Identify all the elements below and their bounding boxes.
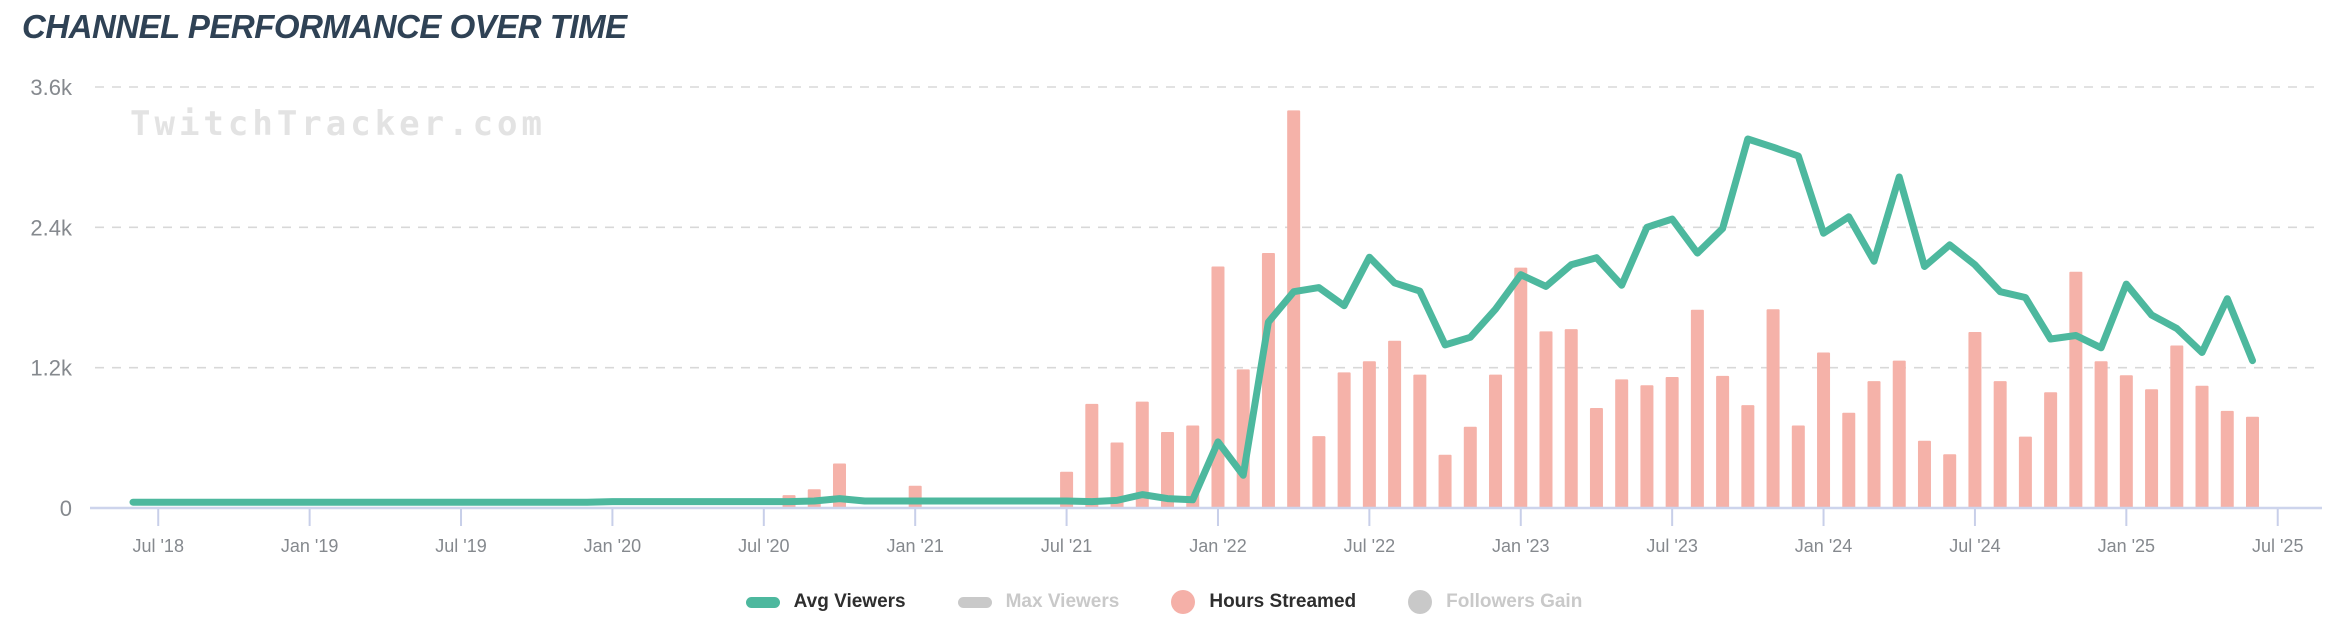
hours-streamed-bar (2245, 416, 2259, 508)
hours-streamed-bar (1287, 110, 1301, 508)
hours-streamed-bar (2145, 389, 2159, 508)
hours-streamed-bar (1388, 340, 1402, 508)
hours-streamed-bar (2119, 375, 2133, 508)
hours-streamed-marker-icon (1171, 590, 1196, 614)
x-axis-label: Jul '25 (2252, 536, 2303, 556)
x-axis-label: Jul '20 (738, 536, 789, 556)
hours-streamed-bar (1413, 374, 1427, 508)
hours-streamed-bar (1842, 412, 1856, 508)
hours-streamed-bar (1564, 329, 1578, 508)
y-axis-label: 2.4k (30, 215, 73, 240)
hours-streamed-bar (1438, 454, 1452, 508)
legend-item-hours-streamed[interactable]: Hours Streamed (1171, 590, 1356, 614)
hours-streamed-bar (1817, 352, 1831, 508)
hours-streamed-bar (1716, 375, 1730, 508)
hours-streamed-bar (1337, 372, 1351, 508)
hours-streamed-bar (1615, 379, 1629, 508)
legend-label: Hours Streamed (1209, 591, 1357, 612)
x-axis-label: Jul '24 (1949, 536, 2000, 556)
hours-streamed-bar (2044, 392, 2058, 508)
x-axis-label: Jul '21 (1041, 536, 1092, 556)
hours-streamed-bar (1110, 442, 1124, 508)
x-axis-label: Jan '19 (281, 536, 338, 556)
chart-legend: Avg Viewers Max Viewers Hours Streamed Foll… (0, 590, 2328, 614)
hours-streamed-bar (1261, 253, 1275, 508)
hours-streamed-bar (1514, 267, 1528, 508)
y-axis-label: 3.6k (30, 75, 73, 100)
avg-viewers-line (129, 135, 2256, 506)
hours-streamed-bar (1211, 266, 1225, 508)
x-axis-label: Jul '19 (435, 536, 486, 556)
hours-streamed-bar (1867, 381, 1881, 508)
hours-streamed-bar (2018, 436, 2032, 508)
hours-streamed-bar (1161, 431, 1175, 508)
x-axis-label: Jul '22 (1344, 536, 1395, 556)
x-axis-label: Jul '23 (1646, 536, 1697, 556)
hours-streamed-bar (1791, 425, 1805, 508)
hours-streamed-bar (1489, 374, 1503, 508)
hours-streamed-bar (908, 485, 922, 508)
page-title: CHANNEL PERFORMANCE OVER TIME (22, 8, 627, 45)
hours-streamed-bar (1312, 436, 1326, 508)
hours-streamed-bar (1892, 360, 1906, 508)
hours-streamed-bar (1741, 405, 1755, 508)
max-viewers-marker-icon (957, 596, 992, 608)
followers-gain-marker-icon (1408, 590, 1433, 614)
x-axis-label: Jul '18 (132, 536, 183, 556)
hours-streamed-bar (2170, 345, 2184, 508)
x-axis-label: Jan '23 (1492, 536, 1549, 556)
hours-streamed-bar (2220, 410, 2234, 508)
hours-streamed-bar (1085, 403, 1099, 508)
hours-streamed-bar (1463, 426, 1477, 508)
legend-label: Avg Viewers (793, 591, 906, 612)
x-axis-label: Jan '25 (2098, 536, 2155, 556)
legend-item-avg-viewers[interactable]: Avg Viewers (745, 591, 906, 613)
legend-label: Followers Gain (1446, 591, 1583, 612)
x-axis-label: Jan '20 (584, 536, 641, 556)
legend-item-max-viewers[interactable]: Max Viewers (957, 591, 1120, 613)
hours-streamed-bar (1968, 331, 1982, 508)
hours-streamed-bar (1135, 401, 1149, 508)
y-axis-label: 1.2k (30, 356, 73, 381)
hours-streamed-bar (1943, 454, 1957, 508)
legend-item-followers-gain[interactable]: Followers Gain (1408, 590, 1582, 614)
avg-viewers-marker-icon (745, 596, 780, 608)
hours-streamed-bar (1917, 440, 1931, 508)
hours-streamed-bar (1362, 361, 1376, 508)
hours-streamed-bar (1640, 385, 1654, 508)
x-axis-label: Jan '22 (1189, 536, 1246, 556)
hours-streamed-bar (1766, 309, 1780, 508)
watermark: TwitchTracker.com (130, 104, 546, 144)
hours-streamed-bar (2195, 385, 2209, 508)
legend-label: Max Viewers (1005, 591, 1120, 612)
hours-streamed-bar (1993, 381, 2007, 508)
x-axis-label: Jan '21 (886, 536, 943, 556)
y-axis-label: 0 (60, 496, 72, 521)
hours-streamed-bar (1539, 331, 1553, 508)
hours-streamed-bar (1589, 408, 1603, 508)
hours-streamed-bar (2069, 271, 2083, 508)
x-axis-label: Jan '24 (1795, 536, 1852, 556)
hours-streamed-bar (1665, 377, 1679, 508)
hours-streamed-bar (1690, 309, 1704, 508)
hours-streamed-bar (2094, 361, 2108, 508)
